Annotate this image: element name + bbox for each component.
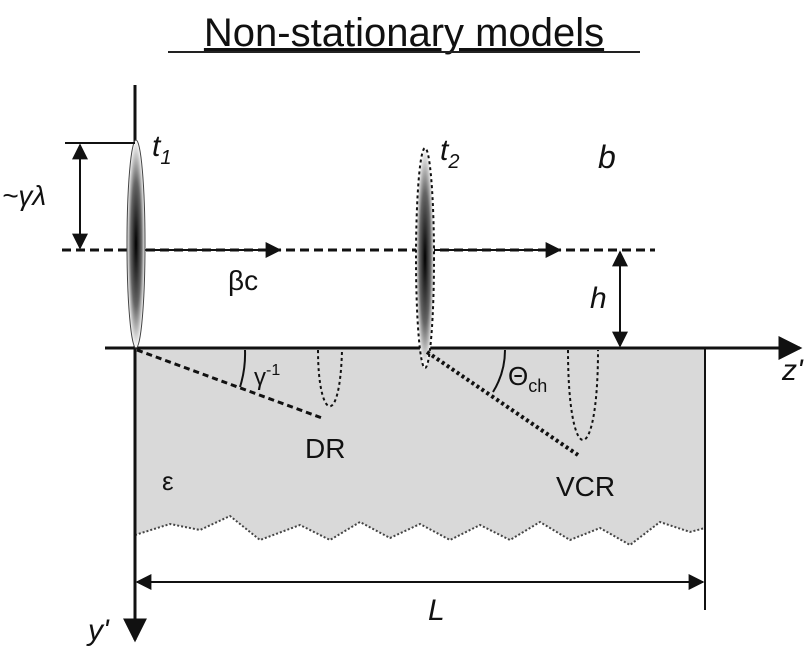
- bunch: [126, 139, 146, 349]
- panel-label: b: [598, 139, 616, 175]
- title: Non-stationary models: [204, 11, 604, 55]
- label-base: γ: [254, 364, 266, 391]
- label-t1: t1: [152, 130, 171, 169]
- label-length: L: [428, 594, 445, 627]
- label-t2: t2: [440, 134, 459, 173]
- label-sup: -1: [266, 362, 280, 379]
- label-z: z': [781, 354, 804, 387]
- label-base: Θ: [508, 361, 528, 391]
- label-base: t: [152, 130, 162, 163]
- medium: [135, 348, 705, 545]
- label-sub: 2: [447, 151, 459, 173]
- label-sub: 1: [160, 147, 171, 169]
- boundary: [134, 514, 706, 547]
- label-height: h: [590, 282, 607, 315]
- label-y: y': [86, 614, 110, 647]
- label-velocity: βc: [228, 265, 258, 296]
- dr-line: [136, 348, 323, 420]
- label-width: ~γλ: [2, 180, 46, 211]
- label-vcr-angle: Θch: [508, 361, 547, 396]
- label-sub: ch: [528, 376, 547, 396]
- label-base: t: [440, 134, 450, 167]
- vcr-line: [425, 350, 580, 457]
- label-dr-angle: γ-1: [254, 362, 280, 391]
- angle-arc: [492, 349, 506, 393]
- label-dr: DR: [305, 433, 345, 464]
- label-medium: ε: [162, 466, 174, 496]
- bunch: [415, 147, 435, 369]
- label-vcr: VCR: [556, 471, 615, 502]
- angle-arc: [239, 349, 247, 388]
